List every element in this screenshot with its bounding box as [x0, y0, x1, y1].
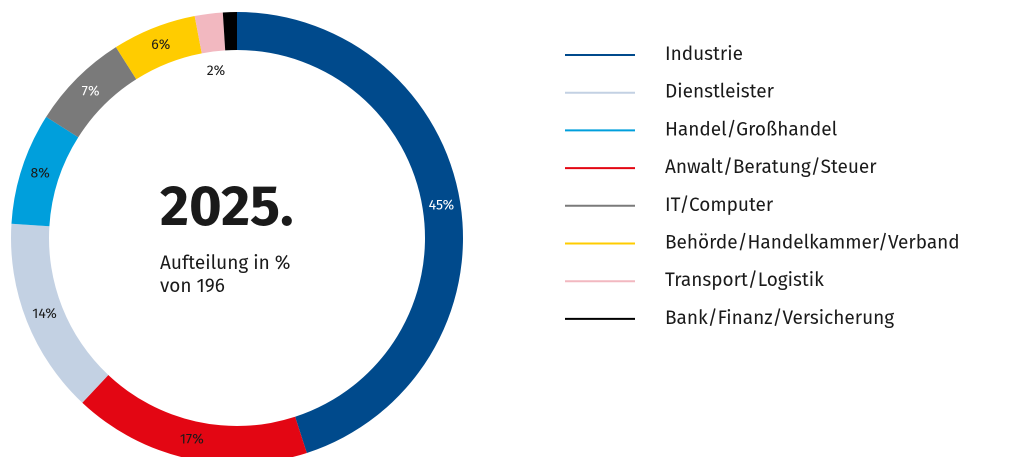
- value-label: 17%: [180, 431, 204, 448]
- value-label: 14%: [32, 305, 57, 322]
- value-label: 8%: [30, 165, 49, 182]
- legend-label: Handel/Großhandel: [665, 118, 838, 141]
- legend-label: Transport/Logistik: [665, 269, 824, 292]
- slice: [46, 47, 137, 138]
- slice: [115, 16, 202, 80]
- legend-label: Anwalt/Beratung/Steuer: [665, 156, 877, 179]
- legend-label: Dienstleister: [665, 81, 775, 104]
- legend-label: Behörde/Handelkammer/Verband: [665, 232, 960, 255]
- slice: [194, 12, 226, 54]
- slice: [222, 12, 237, 51]
- legend-label: Bank/Finanz/Versicherung: [665, 307, 894, 330]
- slice: [11, 116, 79, 227]
- legend-label: IT/Computer: [665, 194, 774, 217]
- value-label: 6%: [151, 36, 170, 53]
- legend-label: Industrie: [665, 43, 743, 66]
- value-label: 2%: [207, 62, 226, 79]
- slice: [10, 223, 109, 403]
- value-label: 7%: [82, 82, 100, 99]
- subtitle: Aufteilung in %: [160, 252, 291, 275]
- chart-title: 2025.: [160, 173, 294, 240]
- slice: [82, 375, 307, 457]
- subtitle: von 196: [160, 275, 225, 298]
- value-label: 45%: [429, 196, 455, 213]
- slice: [237, 12, 464, 453]
